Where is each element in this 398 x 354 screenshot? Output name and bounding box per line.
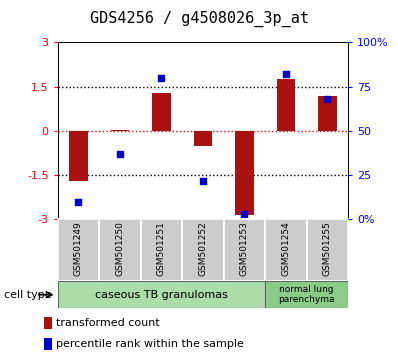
Bar: [58, 219, 99, 281]
Point: [241, 211, 248, 217]
Bar: [182, 219, 224, 281]
Text: normal lung
parenchyma: normal lung parenchyma: [279, 285, 335, 304]
Text: GSM501254: GSM501254: [281, 221, 291, 276]
Point: [75, 199, 82, 205]
Bar: [111, 130, 129, 131]
Point: [200, 178, 206, 183]
Bar: [152, 93, 171, 131]
Bar: [44, 338, 52, 350]
Bar: [194, 131, 212, 146]
Text: GSM501250: GSM501250: [115, 221, 125, 276]
Bar: [99, 219, 141, 281]
Bar: [265, 281, 348, 308]
Text: GDS4256 / g4508026_3p_at: GDS4256 / g4508026_3p_at: [90, 11, 308, 27]
Point: [283, 72, 289, 77]
Bar: [141, 219, 182, 281]
Point: [158, 75, 165, 81]
Text: transformed count: transformed count: [57, 318, 160, 327]
Bar: [277, 79, 295, 131]
Bar: [224, 219, 265, 281]
Bar: [235, 131, 254, 215]
Bar: [58, 281, 265, 308]
Text: GSM501251: GSM501251: [157, 221, 166, 276]
Bar: [318, 96, 337, 131]
Text: percentile rank within the sample: percentile rank within the sample: [57, 339, 244, 349]
Text: GSM501252: GSM501252: [199, 221, 207, 276]
Bar: [307, 219, 348, 281]
Text: cell type: cell type: [4, 290, 52, 300]
Bar: [44, 316, 52, 329]
Text: GSM501253: GSM501253: [240, 221, 249, 276]
Point: [324, 96, 331, 102]
Text: GSM501255: GSM501255: [323, 221, 332, 276]
Point: [117, 151, 123, 157]
Bar: [69, 131, 88, 181]
Text: caseous TB granulomas: caseous TB granulomas: [95, 290, 228, 300]
Text: GSM501249: GSM501249: [74, 221, 83, 276]
Bar: [265, 219, 307, 281]
